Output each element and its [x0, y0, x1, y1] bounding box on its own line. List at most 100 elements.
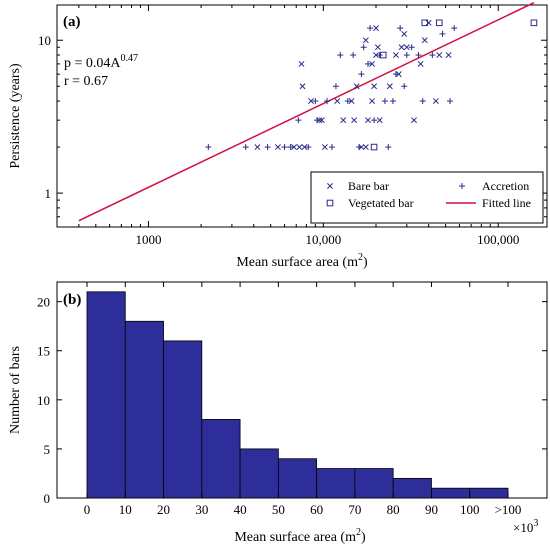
- bare-bar-point: [321, 144, 328, 151]
- accretion-point: [381, 98, 388, 105]
- legend-box: [310, 171, 544, 224]
- accretion-point: [264, 144, 271, 151]
- bare-bar-point: [374, 44, 381, 51]
- histogram-bar: [316, 468, 356, 499]
- bare-bar-point: [274, 144, 281, 151]
- bare-bar-point: [298, 60, 305, 67]
- accretion-point: [364, 60, 371, 67]
- histogram-bar: [86, 291, 126, 499]
- bare-bar-point: [296, 144, 303, 151]
- histogram-x-tick-label: 0: [84, 502, 91, 517]
- histogram-y-tick-label: 20: [37, 295, 50, 310]
- bare-bar-point: [301, 144, 308, 151]
- histogram-bar: [392, 477, 432, 499]
- accretion-point: [401, 83, 408, 90]
- accretion-point: [332, 83, 339, 90]
- scatter-x-tick-label: 100,000: [477, 232, 519, 247]
- bare-bar-point: [398, 44, 405, 51]
- accretion-point: [447, 98, 454, 105]
- accretion-point: [408, 44, 415, 51]
- accretion-point: [360, 44, 367, 51]
- histogram-x-tick-label: 70: [348, 502, 361, 517]
- accretion-point: [344, 98, 351, 105]
- histogram-y-tick-label: 0: [44, 491, 51, 506]
- histogram-x-tick-label: 10: [119, 502, 132, 517]
- histogram-x-axis-label: Mean surface area (m2): [234, 527, 366, 545]
- histogram-axes: 0 10 20 30 40 50 60 70 80 90 100 >100 0 5 10 15 20: [37, 282, 547, 517]
- bare-bar-point: [254, 144, 261, 151]
- scatter-axes: 1000 10,000 100,000 1 10: [38, 5, 547, 247]
- vegetated-bar-point: [530, 19, 538, 27]
- accretion-point: [242, 144, 249, 151]
- accretion-point: [358, 71, 365, 78]
- histogram-panel-label: (b): [63, 292, 81, 308]
- histogram-y-tick-label: 15: [37, 344, 50, 359]
- bare-bar-point: [340, 117, 347, 124]
- bare-bar-point: [308, 98, 314, 105]
- bare-bar-point: [425, 19, 432, 26]
- accretion-point: [415, 52, 422, 59]
- accretion-point: [205, 144, 212, 151]
- legend-label-vegetated-bar: Vegetated bar: [348, 196, 414, 210]
- histogram-x-tick-label: 100: [460, 502, 480, 517]
- bare-bar-point: [386, 83, 393, 90]
- histogram-bar: [354, 468, 394, 499]
- accretion-point: [397, 25, 404, 32]
- accretion-point: [287, 144, 294, 151]
- histogram-x-tick-label: 30: [195, 502, 208, 517]
- accretion-point: [312, 98, 319, 105]
- scatter-panel: (a) p = 0.04A0.47 r = 0.67 1000 10,000 100…: [8, 2, 548, 270]
- histogram-bar: [201, 419, 241, 499]
- histogram-bar: [239, 448, 279, 499]
- legend-label-accretion: Accretion: [482, 179, 529, 193]
- bare-bar-point: [371, 83, 378, 90]
- histogram-bar: [277, 458, 318, 499]
- bare-bar-point: [348, 98, 355, 105]
- accretion-point: [314, 117, 321, 124]
- vegetated-bar-point: [379, 51, 387, 59]
- scatter-legend: Bare bar Accretion Vegetated bar Fitted …: [310, 171, 544, 224]
- scatter-y-axis-label: Persistence (years): [8, 63, 23, 169]
- accretion-point: [376, 52, 383, 59]
- fit-correlation: r = 0.67: [64, 74, 108, 89]
- histogram-x-tick-label: 90: [425, 502, 438, 517]
- bare-bar-point: [291, 144, 298, 151]
- scatter-plot-frame: [56, 4, 548, 228]
- accretion-point: [371, 117, 378, 124]
- bare-bar-point: [362, 37, 369, 44]
- bare-bar-point: [411, 117, 417, 124]
- vegetated-bar-point: [421, 19, 429, 27]
- histogram-x-tick-label: 60: [310, 502, 323, 517]
- bare-bar-point: [373, 25, 379, 32]
- accretion-point: [295, 117, 302, 124]
- accretion-point: [328, 144, 335, 151]
- histogram-x-tick-label: 50: [272, 502, 285, 517]
- legend-label-bare-bar: Bare bar: [348, 179, 389, 193]
- accretion-point: [403, 52, 410, 59]
- bare-bar-point: [445, 52, 452, 58]
- legend-symbol-vegetated-bar: [326, 199, 334, 207]
- histogram-x-multiplier: ×103: [513, 518, 538, 535]
- bare-bar-point: [401, 30, 408, 37]
- bare-bar-point: [373, 52, 379, 58]
- accretion-point: [305, 144, 312, 151]
- accretion-point: [337, 52, 344, 59]
- bare-bar-point: [299, 83, 306, 90]
- bare-bar-point: [365, 117, 371, 124]
- bare-bar-point: [351, 117, 358, 124]
- histogram-x-tick-label: >100: [495, 502, 522, 517]
- scatter-panel-label: (a): [63, 14, 81, 30]
- histogram-bar: [163, 340, 203, 499]
- bare-bar-point: [334, 98, 341, 105]
- bare-bar-point: [369, 60, 376, 67]
- scatter-y-tick-label: 1: [45, 186, 52, 201]
- histogram-y-tick-label: 5: [44, 442, 51, 457]
- accretion-point: [281, 144, 288, 151]
- bare-bar-point: [432, 98, 439, 105]
- histogram-bar: [431, 487, 471, 499]
- accretion-point: [419, 98, 426, 105]
- scatter-points: [205, 19, 538, 151]
- vegetated-bar-point: [435, 19, 443, 27]
- bare-bar-point: [369, 98, 376, 105]
- legend-symbol-bare-bar: [327, 183, 333, 189]
